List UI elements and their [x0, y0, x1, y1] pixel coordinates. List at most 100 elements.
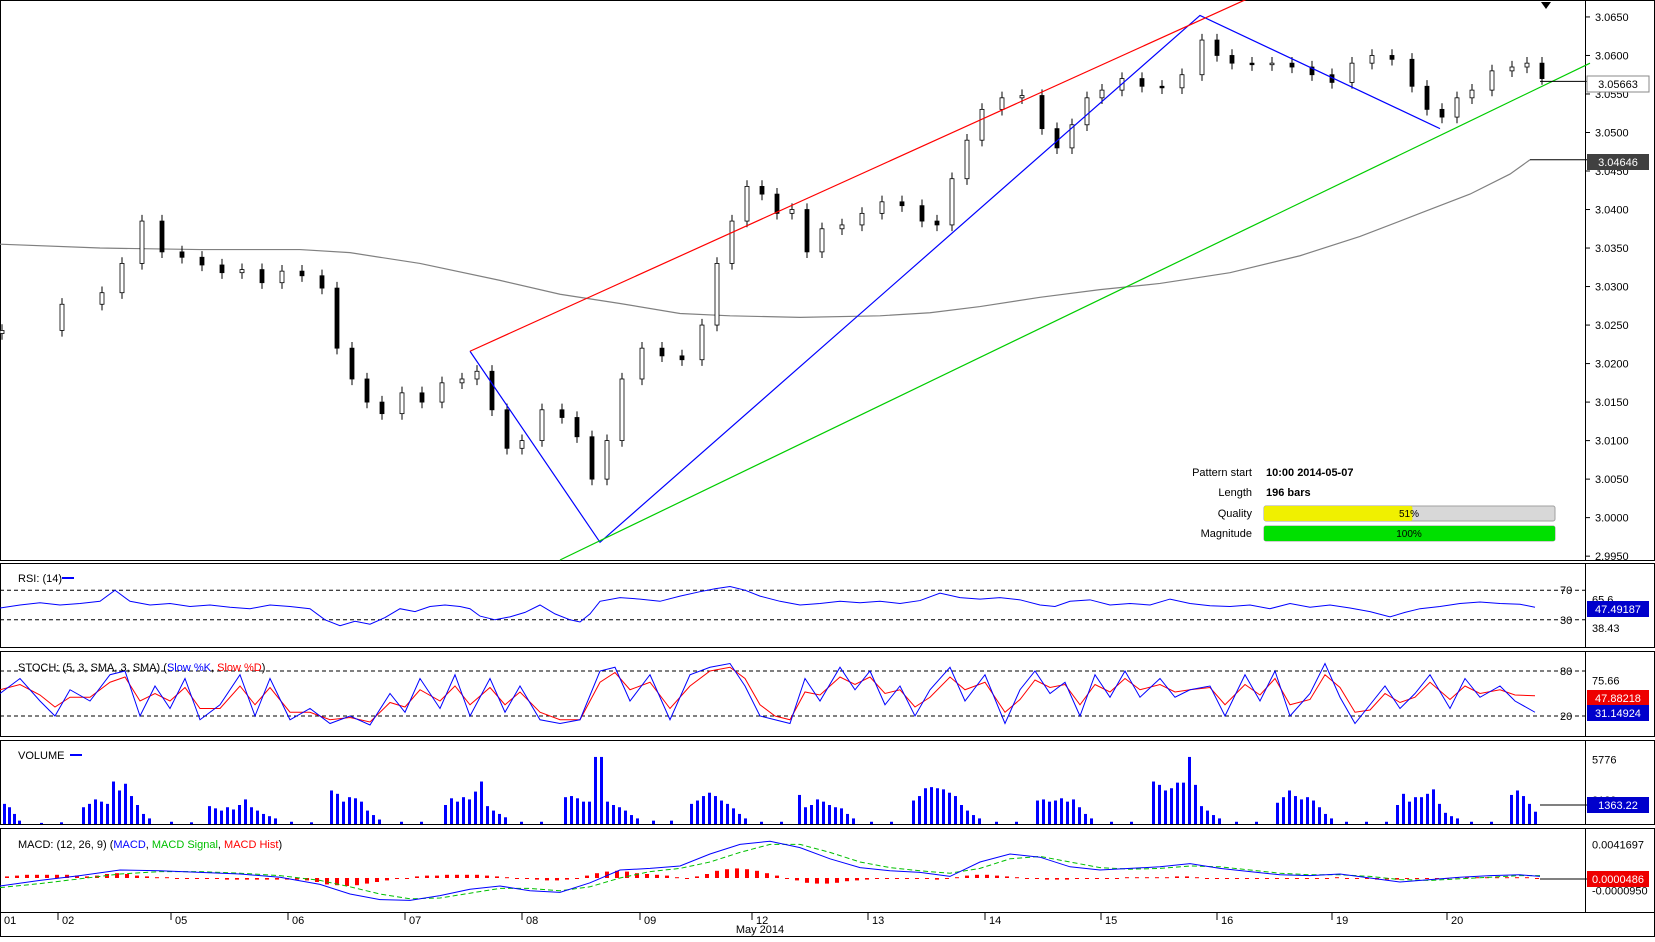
volume-bar — [1194, 784, 1197, 824]
volume-bar — [1420, 797, 1423, 824]
candle-body — [744, 186, 750, 222]
volume-bar — [1015, 821, 1018, 824]
macd-hist-bar — [405, 878, 409, 879]
volume-bar — [474, 791, 477, 824]
volume-bar — [870, 821, 873, 824]
candle-body — [1229, 55, 1235, 64]
volume-bar — [1306, 797, 1309, 824]
volume-bar — [1438, 803, 1441, 824]
macd-hist-bar — [1185, 876, 1189, 878]
macd-hist-bar — [195, 878, 199, 879]
price-tick-label: 3.0050 — [1595, 474, 1629, 486]
volume-bar — [498, 813, 501, 824]
candle-body — [419, 392, 425, 403]
volume-bar — [1365, 821, 1368, 824]
volume-bar — [456, 801, 459, 824]
price-tick-label: 3.0650 — [1595, 12, 1629, 24]
macd-hist-bar — [975, 874, 979, 878]
volume-bar — [540, 821, 543, 824]
current-price-badge: 3.05663 — [1598, 79, 1638, 91]
macd-hist-bar — [1055, 878, 1059, 880]
macd-hist-bar — [795, 878, 799, 881]
macd-hist-bar — [85, 876, 89, 878]
candle-body — [774, 193, 780, 214]
candle-body — [179, 251, 185, 258]
volume-bar — [1408, 801, 1411, 824]
macd-hist-bar — [735, 868, 739, 878]
candle-body — [0, 330, 5, 334]
x-tick-label: 14 — [989, 915, 1001, 927]
x-tick-label: 20 — [1451, 915, 1463, 927]
price-tick-label: 3.0200 — [1595, 359, 1629, 371]
volume-bar — [1255, 821, 1258, 824]
volume-bar — [852, 818, 855, 824]
candle-body — [474, 370, 480, 380]
candle-body — [1469, 89, 1475, 99]
candle-body — [859, 212, 865, 226]
volume-bar — [378, 819, 381, 824]
macd-hist-bar — [205, 878, 209, 879]
macd-hist-bar — [665, 875, 669, 878]
macd-hist-bar — [685, 878, 689, 879]
macd-hist-bar — [25, 874, 29, 878]
volume-bar — [480, 781, 483, 824]
volume-bar — [18, 820, 21, 824]
candle-body — [489, 370, 495, 411]
volume-bar — [486, 806, 489, 824]
volume-bar — [136, 805, 139, 824]
macd-hist-bar — [1075, 878, 1079, 879]
candle-body — [1084, 97, 1090, 126]
volume-bar — [1066, 801, 1069, 824]
volume-bar — [1294, 796, 1297, 824]
volume-bar — [1276, 802, 1279, 824]
macd-hist-bar — [495, 876, 499, 878]
volume-bar — [118, 790, 121, 824]
volume-bar — [594, 756, 597, 824]
volume-bar — [732, 808, 735, 824]
candle-body — [1409, 58, 1415, 87]
candle-body — [819, 228, 825, 253]
macd-hist-bar — [955, 877, 959, 879]
candle-body — [574, 417, 580, 438]
macd-hist-bar — [1025, 878, 1029, 879]
volume-bar — [1110, 821, 1113, 824]
volume-bar — [1084, 813, 1087, 824]
support-line — [559, 62, 1591, 561]
macd-hist-bar — [1385, 878, 1389, 880]
candle-body — [804, 209, 810, 253]
volume-bar — [1282, 797, 1285, 824]
volume-bar — [1036, 800, 1039, 824]
volume-bar — [564, 797, 567, 824]
volume-bar — [744, 818, 747, 824]
candle-body — [504, 409, 510, 449]
macd-hist-bar — [265, 878, 269, 880]
volume-bar — [372, 815, 375, 824]
macd-hist-bar — [345, 878, 349, 886]
macd-hist-bar — [295, 878, 299, 880]
volume-bar — [652, 820, 655, 824]
stoch-k-label: Slow %K — [167, 662, 212, 674]
macd-hist-bar — [455, 874, 459, 878]
macd-hist-bar — [1205, 878, 1209, 879]
volume-bar — [1060, 798, 1063, 824]
macd-hist-bar — [865, 878, 869, 880]
macd-hist-bar — [465, 874, 469, 878]
macd-hist-bar — [825, 878, 829, 884]
macd-hist-bar — [1135, 877, 1139, 879]
candle-body — [604, 440, 610, 480]
volume-bar — [726, 803, 729, 824]
volume-bar — [1072, 799, 1075, 824]
length-label: Length — [1218, 487, 1252, 499]
macd-hist-bar — [435, 875, 439, 878]
macd-hist-bar — [1345, 878, 1349, 879]
macd-level-label: 0.0041697 — [1592, 840, 1644, 852]
candle-body — [589, 436, 595, 480]
volume-bar — [714, 796, 717, 824]
macd-hist-bar — [625, 871, 629, 878]
volume-bar — [930, 787, 933, 824]
candle-body — [1539, 62, 1545, 79]
stoch-k-line — [0, 662, 1536, 726]
volume-bar — [966, 810, 969, 824]
macd-hist-bar — [575, 878, 579, 879]
volume-bar — [798, 794, 801, 824]
